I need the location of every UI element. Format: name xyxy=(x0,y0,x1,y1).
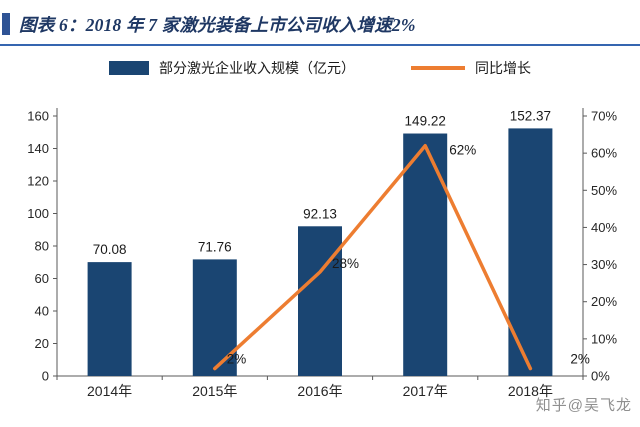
chart-legend: 部分激光企业收入规模（亿元） 同比增长 xyxy=(0,46,640,90)
left-axis-tick-label: 140 xyxy=(27,141,49,156)
right-axis-tick-label: 60% xyxy=(591,146,617,161)
left-axis-tick-label: 0 xyxy=(42,369,49,384)
right-axis-tick-label: 0% xyxy=(591,369,610,384)
bar-value-label: 152.37 xyxy=(510,108,551,123)
left-axis-tick-label: 40 xyxy=(35,304,49,319)
line-value-label: 2% xyxy=(227,352,247,367)
combo-chart: 0 20 40 60 80 100 120 140 160 0% 10% 20% 30% 40% 50% 60… xyxy=(27,108,617,399)
title-divider xyxy=(0,44,640,46)
figure-header: 图表 6：2018 年 7 家激光装备上市公司收入增速2% xyxy=(0,0,640,44)
right-axis-tick-label: 50% xyxy=(591,183,617,198)
line-value-label: 62% xyxy=(449,143,476,158)
revenue-bar xyxy=(87,262,132,376)
revenue-bar xyxy=(298,226,342,376)
right-axis-tick-label: 10% xyxy=(591,331,617,346)
bar-value-label: 92.13 xyxy=(303,206,337,221)
x-axis-label: 2018年 xyxy=(508,383,553,399)
left-axis-tick-label: 120 xyxy=(27,174,49,189)
left-axis-tick-label: 60 xyxy=(35,271,49,286)
legend-label-revenue: 部分激光企业收入规模（亿元） xyxy=(159,60,355,76)
bar-value-label: 149.22 xyxy=(405,114,446,129)
x-axis-label: 2014年 xyxy=(87,383,132,399)
watermark: 知乎@吴飞龙 xyxy=(535,397,632,414)
left-axis-tick-label: 20 xyxy=(35,336,49,351)
title-accent-bar xyxy=(2,13,10,35)
figure-card: 图表 6：2018 年 7 家激光装备上市公司收入增速2% 部分激光企业收入规模… xyxy=(0,0,640,414)
legend-label-growth: 同比增长 xyxy=(475,60,531,76)
left-axis-tick-label: 100 xyxy=(27,206,49,221)
left-axis-tick-label: 80 xyxy=(35,239,49,254)
growth-line xyxy=(213,143,533,371)
legend-item-growth: 同比增长 xyxy=(411,58,531,78)
right-axis-tick-label: 20% xyxy=(591,294,617,309)
line-value-label: 2% xyxy=(570,352,590,367)
right-axis-tick-label: 70% xyxy=(591,109,617,124)
legend-item-revenue: 部分激光企业收入规模（亿元） xyxy=(109,58,355,78)
left-axis-tick-label: 160 xyxy=(27,109,49,124)
figure-title: 图表 6：2018 年 7 家激光装备上市公司收入增速2% xyxy=(19,14,416,35)
line-series-swatch xyxy=(411,66,465,70)
right-axis-tick-label: 30% xyxy=(591,257,617,272)
right-axis-tick-label: 40% xyxy=(591,220,617,235)
x-axis-label: 2015年 xyxy=(192,383,237,399)
x-axis-label: 2016年 xyxy=(297,383,342,399)
x-axis-label: 2017年 xyxy=(403,383,448,399)
revenue-bar xyxy=(403,133,448,376)
bar-value-label: 70.08 xyxy=(93,242,127,257)
line-value-label: 28% xyxy=(332,256,359,271)
bar-series-swatch xyxy=(109,61,149,75)
bar-value-label: 71.76 xyxy=(198,239,232,254)
